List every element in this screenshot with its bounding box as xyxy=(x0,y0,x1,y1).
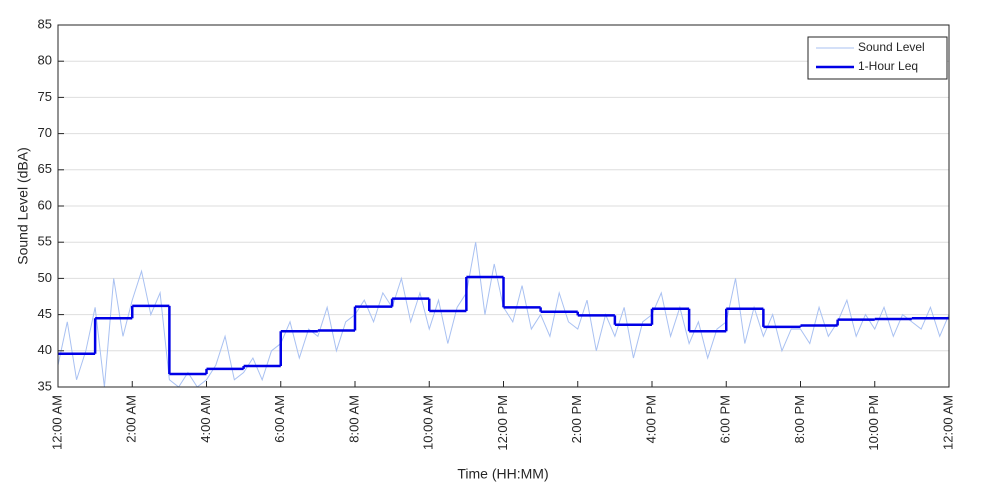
y-tick-label: 80 xyxy=(38,53,52,68)
y-tick-label: 60 xyxy=(38,197,52,212)
x-tick-label: 6:00 AM xyxy=(272,395,287,443)
y-tick-label: 70 xyxy=(38,125,52,140)
y-axis-label: Sound Level (dBA) xyxy=(15,147,31,265)
x-tick-label: 4:00 AM xyxy=(198,395,213,443)
x-tick-label: 10:00 AM xyxy=(421,395,436,450)
y-tick-label: 75 xyxy=(38,89,52,104)
legend-box xyxy=(807,36,948,80)
x-tick-label: 12:00 AM xyxy=(940,395,955,450)
x-tick-label: 2:00 PM xyxy=(569,395,584,443)
y-tick-label: 40 xyxy=(38,342,52,357)
legend-label: 1-Hour Leq xyxy=(858,59,918,73)
x-tick-label: 6:00 PM xyxy=(718,395,733,443)
x-tick-label: 2:00 AM xyxy=(124,395,139,443)
y-tick-label: 45 xyxy=(38,306,52,321)
x-tick-label: 4:00 PM xyxy=(643,395,658,443)
y-tick-label: 65 xyxy=(38,161,52,176)
y-tick-label: 85 xyxy=(38,16,52,31)
y-tick-label: 35 xyxy=(38,378,52,393)
x-tick-label: 10:00 PM xyxy=(866,395,881,451)
x-tick-label: 12:00 AM xyxy=(49,395,64,450)
x-tick-label: 8:00 PM xyxy=(792,395,807,443)
step-riser xyxy=(93,276,914,374)
x-axis-label: Time (HH:MM) xyxy=(457,466,548,482)
y-tick-label: 50 xyxy=(38,270,52,285)
legend-label: Sound Level xyxy=(858,40,925,54)
y-tick-label: 55 xyxy=(38,234,52,249)
x-tick-label: 8:00 AM xyxy=(346,395,361,443)
x-tick-label: 12:00 PM xyxy=(495,395,510,451)
